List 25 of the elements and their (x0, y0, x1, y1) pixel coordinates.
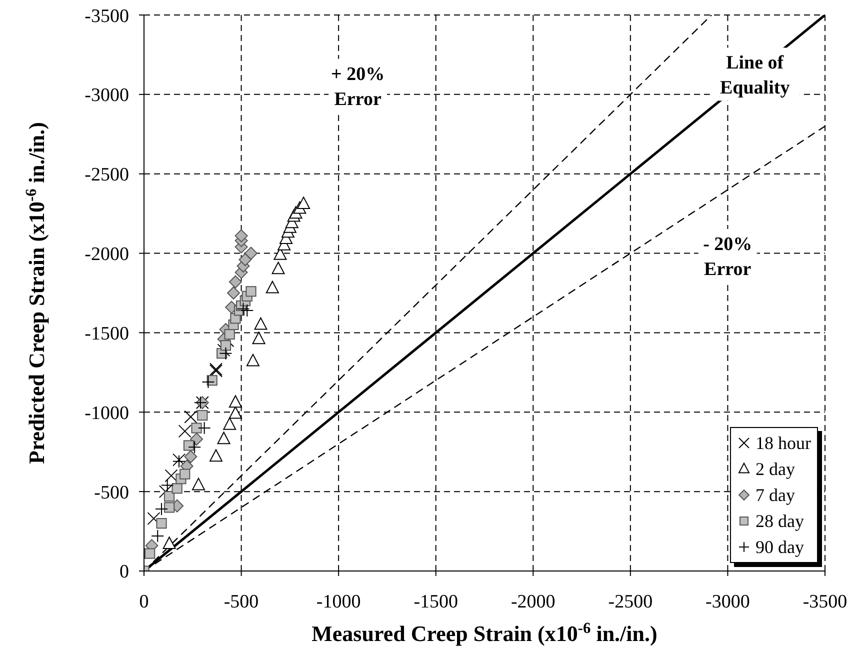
legend-label: 2 day (756, 458, 795, 481)
legend-label: 18 hour (756, 432, 811, 455)
annotation: - 20% Error (703, 234, 752, 280)
x-tick-label: -2500 (608, 591, 653, 612)
x-tick-label: -3500 (802, 591, 848, 612)
y-tick-label: -1500 (84, 323, 129, 344)
x-axis-title: Measured Creep Strain (x10$^{-6}$ in./in.) (312, 620, 658, 646)
y-tick-label: -3000 (84, 85, 129, 106)
y-tick-label: -2000 (84, 244, 129, 266)
annotation: Line of Equality (720, 52, 790, 99)
x-tick-label: -3000 (706, 591, 750, 612)
y-tick-label: -3500 (84, 6, 129, 27)
legend-label: 28 day (756, 510, 804, 533)
annotation: + 20% Error (331, 64, 385, 110)
x-tick-label: -1500 (414, 591, 458, 612)
legend-label: 90 day (756, 536, 804, 559)
y-tick-label: 0 (120, 562, 129, 583)
y-tick-label: -1000 (84, 402, 129, 424)
legend-label: 7 day (756, 484, 795, 507)
x-tick-label: -1000 (316, 591, 361, 612)
x-tick-label: -500 (224, 591, 259, 612)
y-tick-label: -500 (94, 482, 129, 504)
y-tick-label: -2500 (84, 164, 129, 186)
x-tick-label: 0 (139, 591, 149, 612)
x-tick-label: -2000 (510, 591, 556, 612)
